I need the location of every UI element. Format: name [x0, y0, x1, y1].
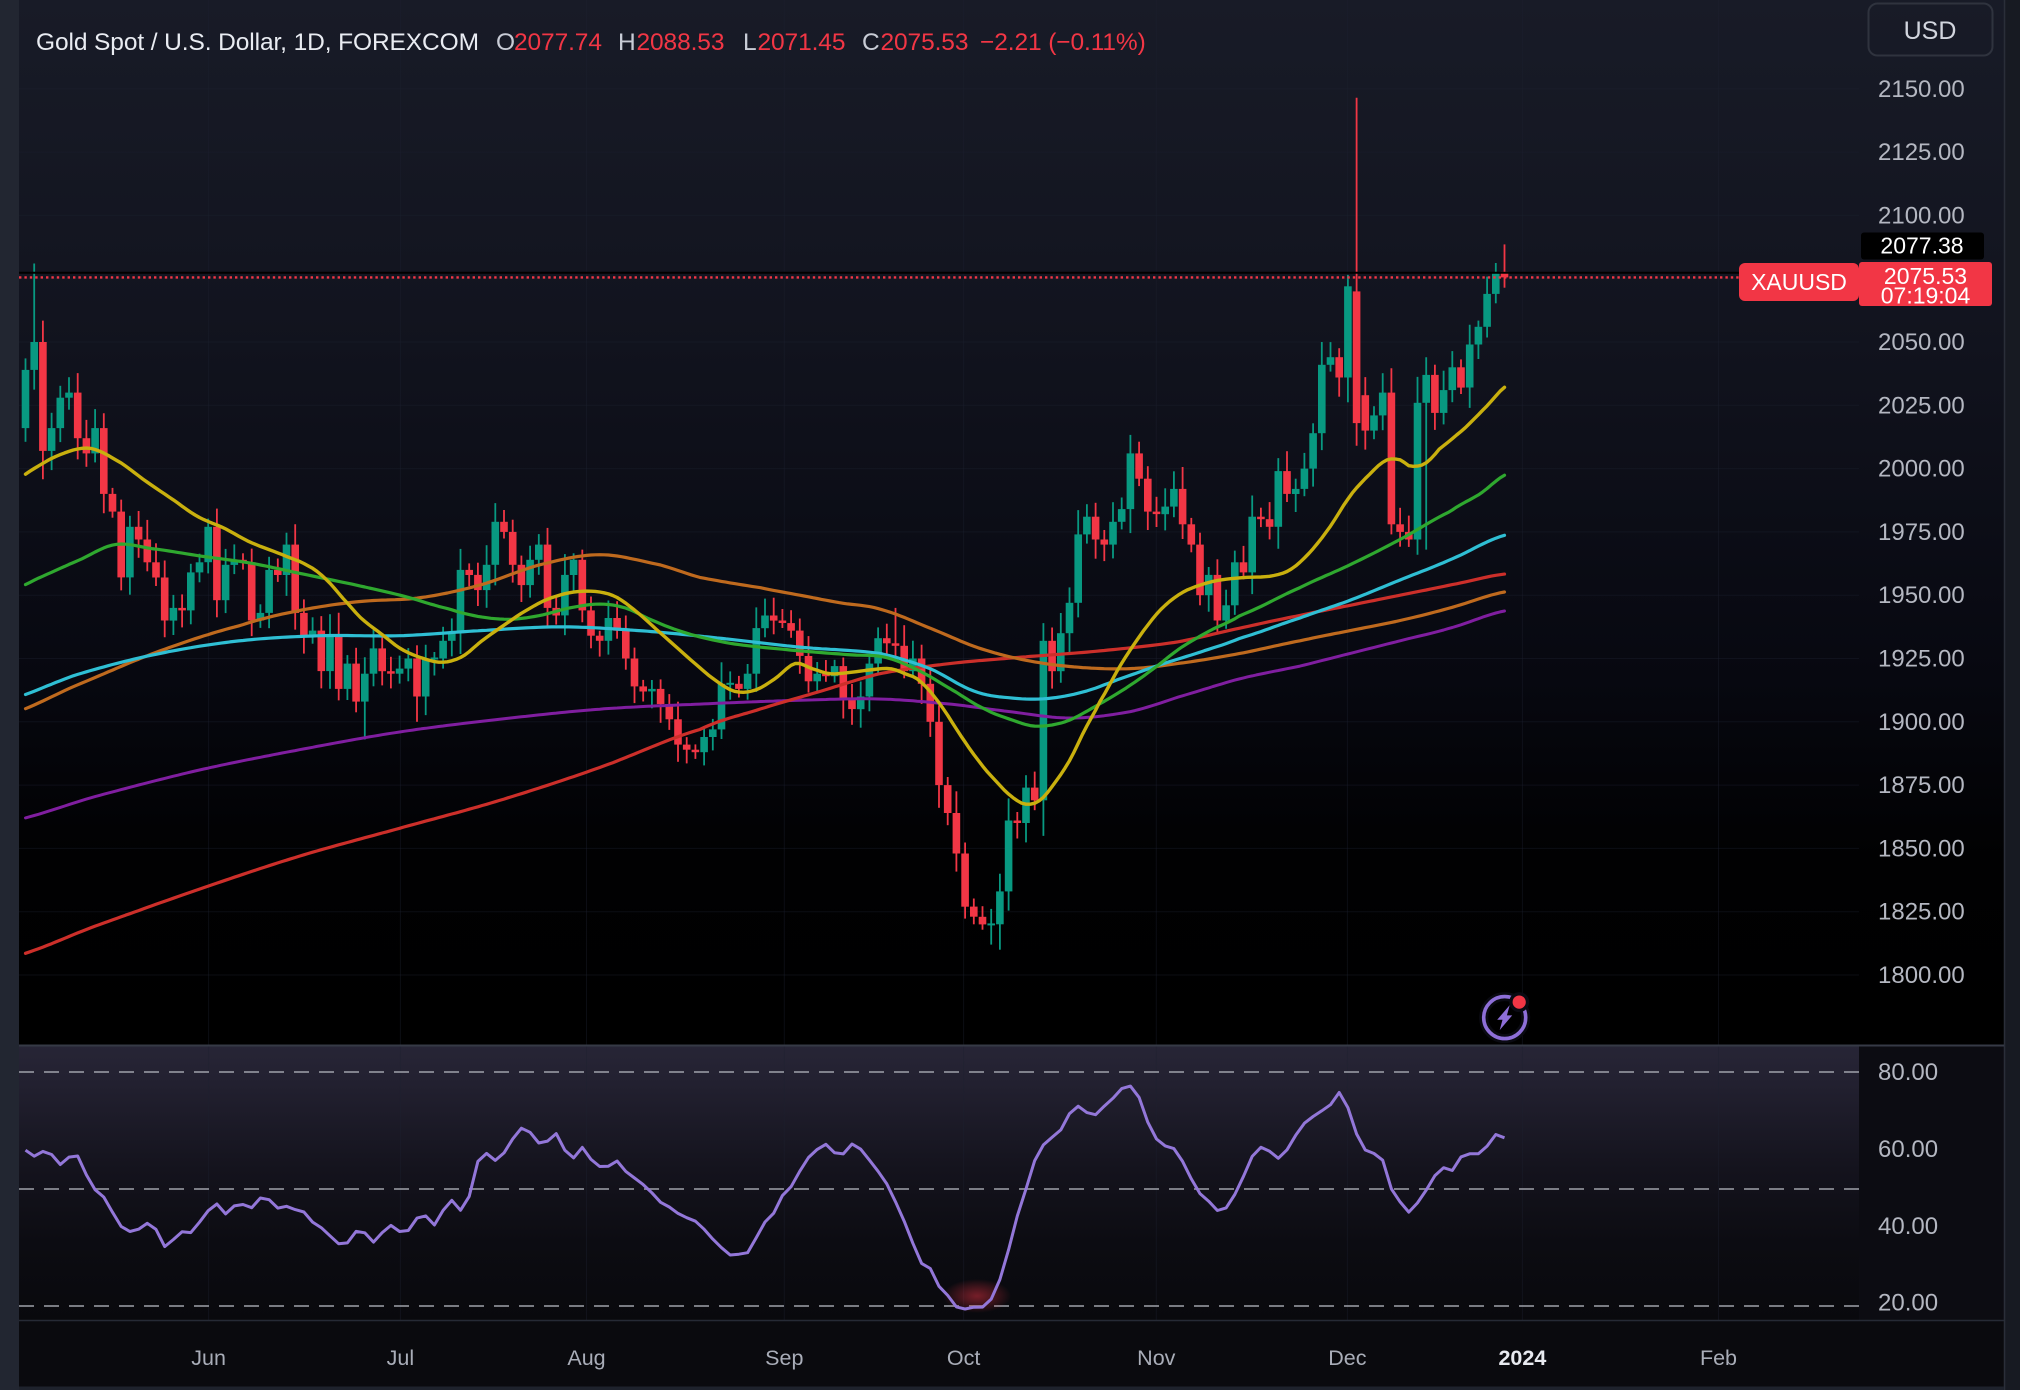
svg-text:O: O [496, 29, 515, 56]
svg-text:Feb: Feb [1700, 1346, 1737, 1370]
svg-text:2077.38: 2077.38 [1880, 233, 1963, 259]
svg-text:2075.53: 2075.53 [881, 29, 969, 56]
svg-text:07:19:04: 07:19:04 [1881, 283, 1971, 309]
svg-text:Jun: Jun [191, 1346, 226, 1370]
svg-text:Jul: Jul [387, 1346, 414, 1370]
svg-text:2125.00: 2125.00 [1878, 139, 1965, 166]
svg-text:2050.00: 2050.00 [1878, 329, 1965, 356]
svg-text:Sep: Sep [765, 1346, 803, 1370]
svg-text:60.00: 60.00 [1878, 1136, 1938, 1163]
svg-text:USD: USD [1904, 17, 1957, 45]
svg-text:2088.53: 2088.53 [637, 29, 725, 56]
svg-text:2024: 2024 [1498, 1346, 1546, 1370]
svg-text:1900.00: 1900.00 [1878, 709, 1965, 736]
svg-text:1925.00: 1925.00 [1878, 646, 1965, 673]
svg-text:2077.74: 2077.74 [514, 29, 602, 56]
svg-text:2025.00: 2025.00 [1878, 392, 1965, 419]
svg-text:1825.00: 1825.00 [1878, 899, 1965, 926]
svg-text:1800.00: 1800.00 [1878, 962, 1965, 989]
svg-text:2075.53: 2075.53 [1884, 263, 1967, 289]
svg-text:2071.45: 2071.45 [758, 29, 846, 56]
svg-text:C: C [862, 29, 880, 56]
svg-text:20.00: 20.00 [1878, 1290, 1938, 1317]
svg-text:Aug: Aug [567, 1346, 605, 1370]
svg-text:Dec: Dec [1328, 1346, 1366, 1370]
svg-text:1950.00: 1950.00 [1878, 582, 1965, 609]
svg-text:Oct: Oct [947, 1346, 980, 1370]
svg-text:−2.21 (−0.11%): −2.21 (−0.11%) [980, 29, 1146, 56]
svg-text:L: L [743, 29, 757, 56]
svg-text:40.00: 40.00 [1878, 1213, 1938, 1240]
svg-text:H: H [618, 29, 636, 56]
svg-text:2150.00: 2150.00 [1878, 76, 1965, 103]
svg-text:2000.00: 2000.00 [1878, 456, 1965, 483]
svg-text:1850.00: 1850.00 [1878, 835, 1965, 862]
svg-text:1875.00: 1875.00 [1878, 772, 1965, 799]
svg-text:1975.00: 1975.00 [1878, 519, 1965, 546]
svg-text:Nov: Nov [1137, 1346, 1175, 1370]
svg-text:XAUUSD: XAUUSD [1751, 269, 1847, 295]
svg-text:2100.00: 2100.00 [1878, 202, 1965, 229]
svg-text:Gold Spot / U.S. Dollar, 1D, F: Gold Spot / U.S. Dollar, 1D, FOREXCOM [36, 29, 479, 56]
svg-text:80.00: 80.00 [1878, 1059, 1938, 1086]
